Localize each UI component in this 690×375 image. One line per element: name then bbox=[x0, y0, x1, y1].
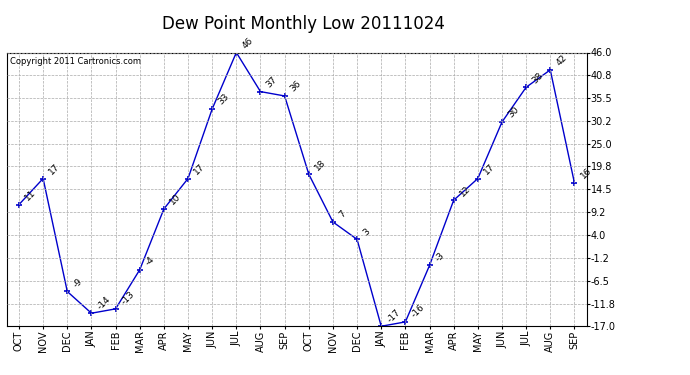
Text: -17: -17 bbox=[386, 307, 402, 324]
Text: 46: 46 bbox=[241, 36, 255, 50]
Text: 17: 17 bbox=[482, 162, 497, 176]
Text: 10: 10 bbox=[168, 192, 183, 207]
Text: 38: 38 bbox=[531, 70, 545, 85]
Text: 33: 33 bbox=[217, 92, 231, 107]
Text: 3: 3 bbox=[362, 227, 372, 237]
Text: 42: 42 bbox=[555, 53, 569, 68]
Text: -4: -4 bbox=[144, 255, 157, 268]
Text: -3: -3 bbox=[434, 251, 446, 263]
Text: 17: 17 bbox=[48, 162, 62, 176]
Text: 7: 7 bbox=[337, 209, 348, 220]
Text: 17: 17 bbox=[193, 162, 207, 176]
Text: Copyright 2011 Cartronics.com: Copyright 2011 Cartronics.com bbox=[10, 57, 141, 66]
Text: 11: 11 bbox=[23, 188, 38, 202]
Text: -9: -9 bbox=[72, 277, 84, 290]
Text: Dew Point Monthly Low 20111024: Dew Point Monthly Low 20111024 bbox=[162, 15, 445, 33]
Text: -14: -14 bbox=[96, 294, 112, 311]
Text: 16: 16 bbox=[579, 166, 593, 181]
Text: 18: 18 bbox=[313, 158, 328, 172]
Text: -13: -13 bbox=[120, 290, 137, 307]
Text: 12: 12 bbox=[458, 184, 472, 198]
Text: 36: 36 bbox=[289, 79, 304, 94]
Text: 30: 30 bbox=[506, 105, 521, 120]
Text: 37: 37 bbox=[265, 75, 279, 90]
Text: -16: -16 bbox=[410, 303, 426, 320]
